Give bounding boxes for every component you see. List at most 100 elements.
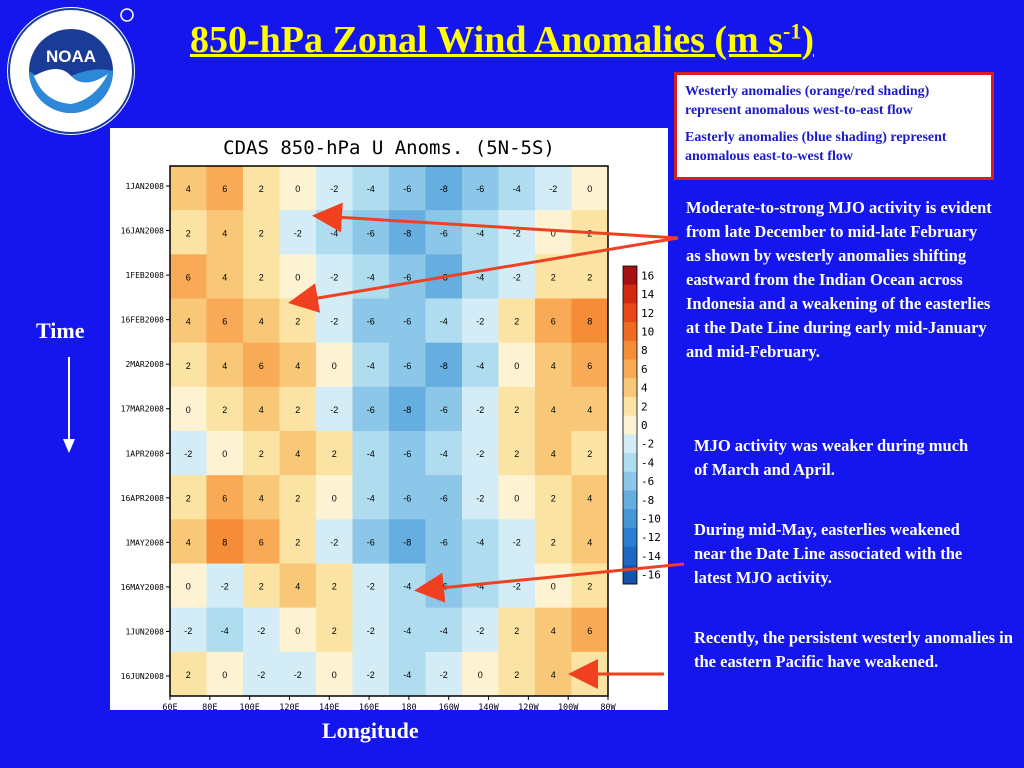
heat-cell	[498, 651, 536, 697]
contour-value-label: 2	[514, 670, 519, 680]
heat-cell	[206, 519, 244, 564]
contour-value-label: -4	[403, 626, 411, 636]
contour-value-label: 4	[587, 537, 592, 547]
contour-value-label: -4	[476, 228, 484, 238]
longitude-tick-label: 80E	[202, 703, 217, 710]
heat-cell	[462, 386, 499, 432]
contour-value-label: -2	[330, 272, 338, 282]
contour-value-label: 2	[186, 361, 191, 371]
heat-cell	[206, 651, 244, 697]
heat-cell	[498, 475, 536, 520]
noaa-logo: NOAA	[7, 7, 135, 135]
heat-cell	[170, 607, 207, 653]
contour-value-label: 8	[222, 537, 227, 547]
heat-cell	[206, 342, 244, 388]
contour-value-label: -2	[330, 184, 338, 194]
contour-value-label: 4	[295, 361, 300, 371]
contour-value-label: 4	[295, 449, 300, 459]
colorbar-swatch	[623, 490, 637, 510]
annotation-eastern-pacific: Recently, the persistent westerly anomal…	[694, 628, 1013, 671]
contour-value-label: 4	[259, 317, 264, 327]
heat-cell	[243, 475, 280, 520]
heat-cell	[498, 431, 536, 476]
heat-cell	[462, 298, 499, 344]
contour-value-label: 2	[222, 405, 227, 415]
contour-value-label: 2	[514, 626, 519, 636]
heat-cell	[535, 475, 572, 520]
contour-value-label: -6	[367, 317, 375, 327]
contour-value-label: -4	[440, 449, 448, 459]
contour-value-label: 4	[551, 361, 556, 371]
heat-cell	[170, 298, 207, 344]
contour-value-label: -2	[367, 670, 375, 680]
heat-cell	[535, 519, 572, 564]
contour-value-label: -6	[403, 449, 411, 459]
heat-cell	[243, 298, 280, 344]
heat-cell	[170, 651, 207, 697]
heat-cell	[170, 519, 207, 564]
heat-cell	[170, 431, 207, 476]
heat-cell	[571, 519, 609, 564]
contour-value-label: 2	[295, 493, 300, 503]
colorbar-label: -4	[641, 456, 655, 469]
contour-value-label: -2	[330, 317, 338, 327]
heat-cell	[352, 607, 390, 653]
contour-value-label: -8	[440, 184, 448, 194]
contour-value-label: -4	[476, 537, 484, 547]
contour-value-label: 0	[186, 405, 191, 415]
contour-value-label: 0	[514, 361, 519, 371]
colorbar-swatch	[623, 303, 637, 323]
contour-value-label: 0	[332, 670, 337, 680]
heat-cell	[571, 431, 609, 476]
contour-value-label: -2	[330, 537, 338, 547]
contour-value-label: -4	[403, 670, 411, 680]
date-tick-label: 1MAY2008	[125, 538, 164, 547]
contour-value-label: 4	[222, 272, 227, 282]
contour-value-label: -4	[367, 449, 375, 459]
contour-value-label: 8	[587, 317, 592, 327]
contour-value-label: 4	[551, 405, 556, 415]
longitude-tick-label: 180	[401, 703, 416, 710]
contour-value-label: -4	[367, 272, 375, 282]
heat-cell	[498, 519, 536, 564]
longitude-tick-label: 160E	[359, 703, 379, 710]
contour-value-label: 6	[222, 317, 227, 327]
annotation-mjo-spring: MJO activity was weaker during much of M…	[694, 436, 969, 479]
date-tick-label: 16APR2008	[121, 494, 165, 503]
date-tick-label: 2MAR2008	[125, 360, 164, 369]
contour-value-label: -4	[330, 228, 338, 238]
contour-value-label: 2	[259, 272, 264, 282]
contour-value-label: 2	[514, 405, 519, 415]
colorbar-swatch	[623, 434, 637, 454]
heat-cell	[462, 607, 499, 653]
contour-value-label: 2	[295, 317, 300, 327]
heat-cell	[462, 475, 499, 520]
contour-value-label: 4	[587, 493, 592, 503]
contour-value-label: -2	[476, 405, 484, 415]
heat-cell	[571, 298, 609, 344]
contour-value-label: 2	[514, 317, 519, 327]
heat-cell	[571, 475, 609, 520]
contour-value-label: 2	[259, 228, 264, 238]
colorbar-label: -10	[641, 513, 661, 526]
heat-cell	[243, 431, 280, 476]
longitude-tick-label: 100W	[558, 703, 579, 710]
contour-value-label: -4	[513, 184, 521, 194]
heat-cell	[352, 298, 390, 344]
colorbar-label: -16	[641, 569, 661, 582]
heat-cell	[498, 386, 536, 432]
colorbar-label: 0	[641, 419, 648, 432]
contour-value-label: -6	[440, 405, 448, 415]
longitude-tick-label: 160W	[438, 703, 459, 710]
heat-cell	[206, 431, 244, 476]
heat-cell	[243, 210, 280, 255]
heat-cell	[316, 431, 353, 476]
contour-value-label: -2	[257, 670, 265, 680]
contour-value-label: 2	[587, 272, 592, 282]
heat-cell	[425, 342, 463, 388]
contour-value-label: 6	[222, 493, 227, 503]
heat-cell	[279, 166, 317, 211]
longitude-tick-label: 140E	[319, 703, 339, 710]
heat-cell	[352, 519, 390, 564]
contour-value-label: -2	[294, 670, 302, 680]
